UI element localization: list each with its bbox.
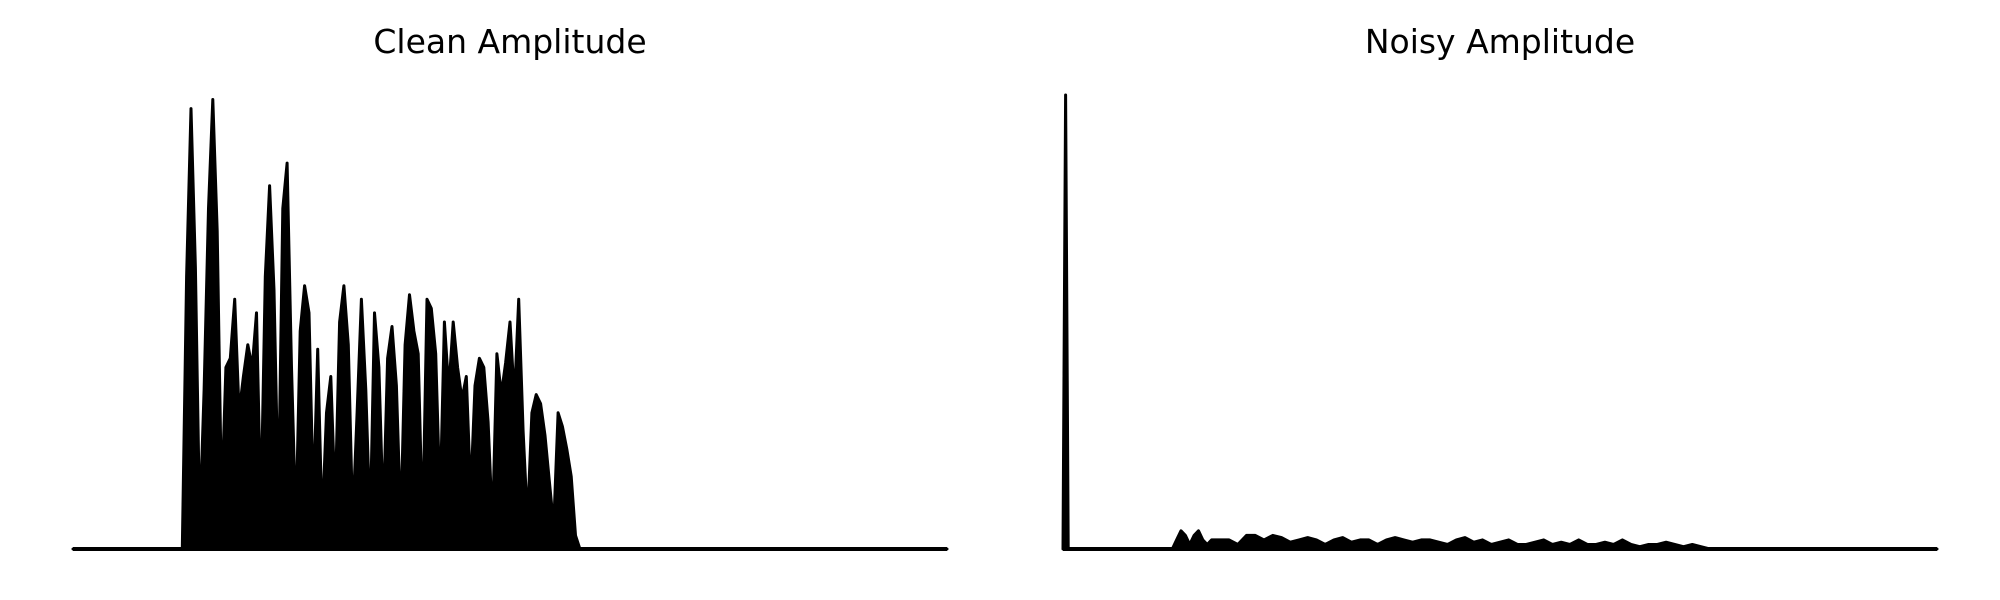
chart-title-noisy: Noisy Amplitude xyxy=(1364,22,1636,61)
amplitude-envelope-noisy xyxy=(1061,93,1939,551)
noisy-amplitude-panel xyxy=(1061,93,1939,551)
chart-title-clean: Clean Amplitude xyxy=(373,22,647,61)
amplitude-envelope-clean xyxy=(71,98,949,551)
clean-amplitude-panel xyxy=(71,98,949,551)
